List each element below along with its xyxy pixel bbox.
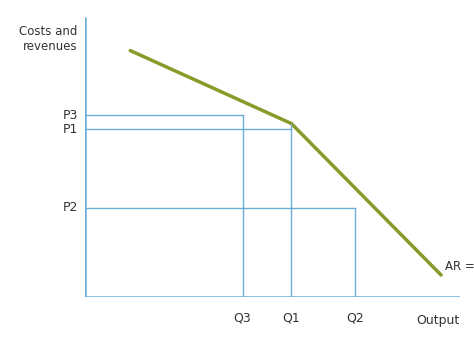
Text: Q3: Q3 xyxy=(234,312,252,324)
Text: P1: P1 xyxy=(63,123,78,136)
Text: Costs and
revenues: Costs and revenues xyxy=(19,25,78,53)
Text: Output: Output xyxy=(417,314,460,327)
Text: Q1: Q1 xyxy=(283,312,300,324)
Text: P2: P2 xyxy=(63,201,78,214)
Text: AR = D: AR = D xyxy=(445,260,474,273)
Text: P3: P3 xyxy=(63,108,78,122)
Text: Q2: Q2 xyxy=(346,312,364,324)
